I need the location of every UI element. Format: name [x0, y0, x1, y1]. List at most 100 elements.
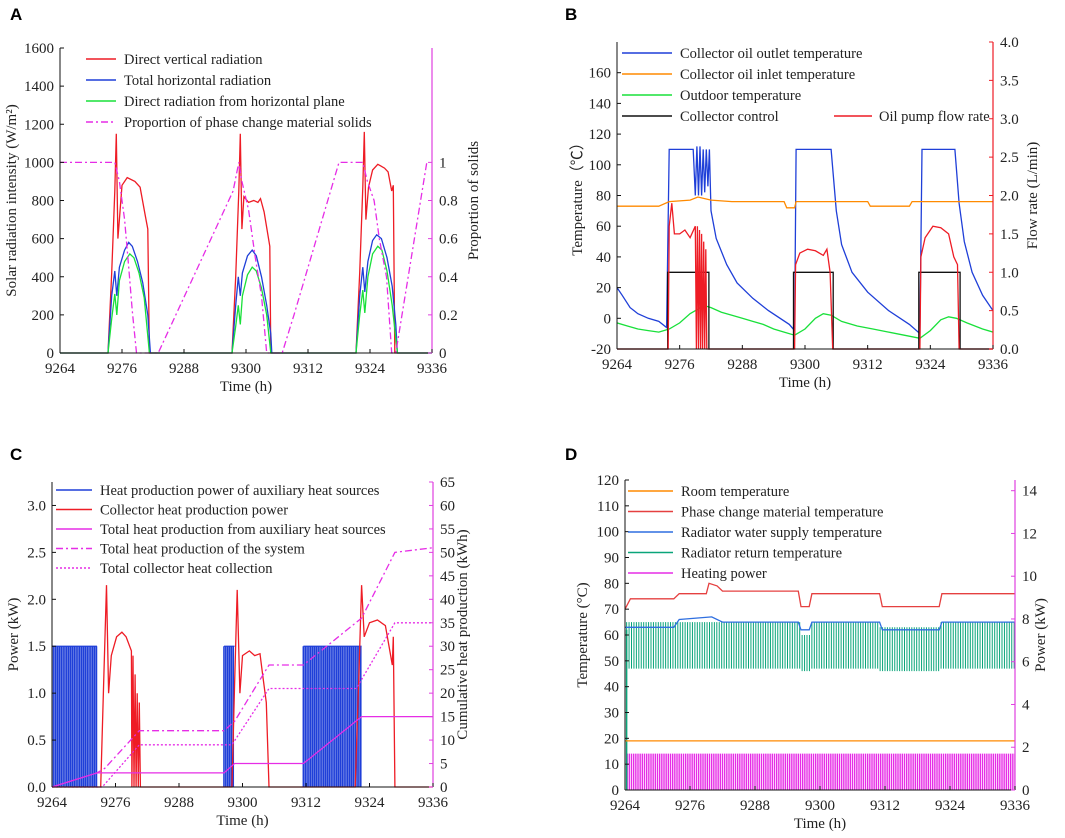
- legend-label: Radiator return temperature: [681, 546, 842, 562]
- y2-tick-label: 10: [1022, 569, 1037, 585]
- y-tick-label: 40: [596, 250, 611, 266]
- legend-label: Collector oil outlet temperature: [680, 46, 862, 62]
- y2-tick-label: 0: [1022, 783, 1030, 799]
- y-tick-label: -20: [591, 342, 611, 358]
- x-tick-label: 9336: [1000, 798, 1031, 814]
- y-tick-label: 3.0: [27, 498, 46, 514]
- x-tick-label: 9336: [978, 357, 1009, 373]
- x-tick-label: 9300: [228, 795, 258, 811]
- x-tick-label: 9264: [37, 795, 68, 811]
- y-tick-label: 0: [604, 311, 612, 327]
- y-tick-label: 60: [596, 219, 611, 235]
- y-axis-label: Power (kW): [6, 598, 22, 672]
- y2-tick-label: 1.5: [1000, 227, 1019, 243]
- legend: Room temperature Phase change material te…: [628, 484, 884, 582]
- series-line: [60, 233, 432, 354]
- panel-letter: B: [565, 5, 577, 24]
- x-tick-label: 9276: [675, 798, 706, 814]
- x-tick-label: 9288: [727, 357, 757, 373]
- y2-axis-label: Power (kW): [1033, 598, 1049, 672]
- y-tick-label: 10: [604, 757, 619, 773]
- y-axis-label: Temperature（℃）: [569, 135, 586, 256]
- y2-tick-label: 0.0: [1000, 342, 1019, 358]
- y-tick-label: 400: [32, 270, 55, 286]
- y2-tick-label: 30: [440, 639, 455, 655]
- y-tick-label: 600: [32, 232, 55, 248]
- y-tick-label: 110: [597, 499, 619, 515]
- y-tick-label: 120: [597, 473, 620, 489]
- series-group: [60, 131, 432, 354]
- y-tick-label: 160: [589, 66, 612, 82]
- y-tick-label: 0.0: [27, 780, 46, 796]
- y-tick-label: 1200: [24, 117, 54, 133]
- y-tick-label: 90: [604, 551, 619, 567]
- x-tick-label: 9312: [291, 795, 321, 811]
- axes: 9264 9276 9288 9300 9312 9324 9336020040060080…: [24, 41, 458, 377]
- legend-label: Direct radiation from horizontal plane: [124, 94, 345, 110]
- legend-label: Collector oil inlet temperature: [680, 67, 855, 83]
- y2-tick-label: 3.0: [1000, 112, 1019, 128]
- y-tick-label: 200: [32, 308, 55, 324]
- y-tick-label: 80: [604, 576, 619, 592]
- series-line: [626, 753, 1015, 790]
- panel-letter: C: [10, 445, 22, 464]
- series-line: [60, 161, 428, 354]
- y2-tick-label: 0.2: [439, 308, 458, 324]
- x-tick-label: 9276: [107, 361, 138, 377]
- y2-tick-label: 0: [439, 346, 447, 362]
- series-line: [52, 547, 433, 788]
- x-tick-label: 9336: [418, 795, 449, 811]
- legend: Collector oil outlet temperature Collecto…: [622, 46, 990, 125]
- series-line: [617, 305, 993, 339]
- x-tick-label: 9324: [915, 357, 946, 373]
- panel-b: B 9264 9276 9288 9300 9312 9324 9336 -20 0 20 40 60 8…: [565, 5, 1041, 391]
- legend-label: Total collector heat collection: [100, 561, 273, 577]
- y-tick-label: 40: [604, 680, 619, 696]
- series-line: [60, 131, 432, 354]
- y-tick-label: 0: [47, 346, 55, 362]
- panel-letter: D: [565, 445, 577, 464]
- series-group: [617, 146, 993, 350]
- y2-tick-label: 20: [440, 686, 455, 702]
- y-tick-label: 20: [604, 731, 619, 747]
- y2-tick-label: 4: [1022, 697, 1030, 713]
- y-tick-label: 80: [596, 189, 611, 205]
- y2-tick-label: 2.0: [1000, 189, 1019, 205]
- y-tick-label: 1.0: [27, 686, 46, 702]
- y-tick-label: 1400: [24, 79, 54, 95]
- y2-tick-label: 65: [440, 475, 455, 491]
- x-tick-label: 9264: [610, 798, 641, 814]
- y-tick-label: 1000: [24, 155, 54, 171]
- series-line: [52, 585, 433, 788]
- axes: 9264 9276 9288 9300 9312 9324 9336 -20 0 20 40 60 80…: [589, 35, 1019, 373]
- legend-label: Room temperature: [681, 484, 789, 500]
- y-tick-label: 60: [604, 628, 619, 644]
- legend-label: Proportion of phase change material soli…: [124, 115, 372, 131]
- y-tick-label: 0: [612, 783, 620, 799]
- y2-tick-label: 12: [1022, 526, 1037, 542]
- x-axis-label: Time (h): [216, 813, 268, 829]
- y2-tick-label: 45: [440, 569, 455, 585]
- y2-tick-label: 5: [440, 757, 448, 773]
- axes: 9264 9276 9288 9300 9312 9324 9336010203040506…: [597, 473, 1038, 814]
- y-tick-label: 2.0: [27, 592, 46, 608]
- x-axis-label: Time (h): [220, 379, 272, 395]
- series-group: [52, 547, 433, 788]
- y2-tick-label: 35: [440, 616, 455, 632]
- y2-tick-label: 4.0: [1000, 35, 1019, 51]
- series-line: [617, 196, 993, 209]
- y2-axis-label: Proportion of solids: [466, 141, 482, 260]
- series-line: [617, 146, 993, 336]
- series-line: [626, 622, 1015, 672]
- y2-tick-label: 14: [1022, 484, 1038, 500]
- x-tick-label: 9288: [169, 361, 199, 377]
- legend-label: Radiator water supply temperature: [681, 525, 882, 541]
- y-tick-label: 100: [589, 158, 612, 174]
- y-tick-label: 2.5: [27, 545, 46, 561]
- x-tick-label: 9312: [870, 798, 900, 814]
- x-tick-label: 9300: [231, 361, 261, 377]
- x-tick-label: 9324: [355, 361, 386, 377]
- aux-power-bars: [52, 645, 362, 787]
